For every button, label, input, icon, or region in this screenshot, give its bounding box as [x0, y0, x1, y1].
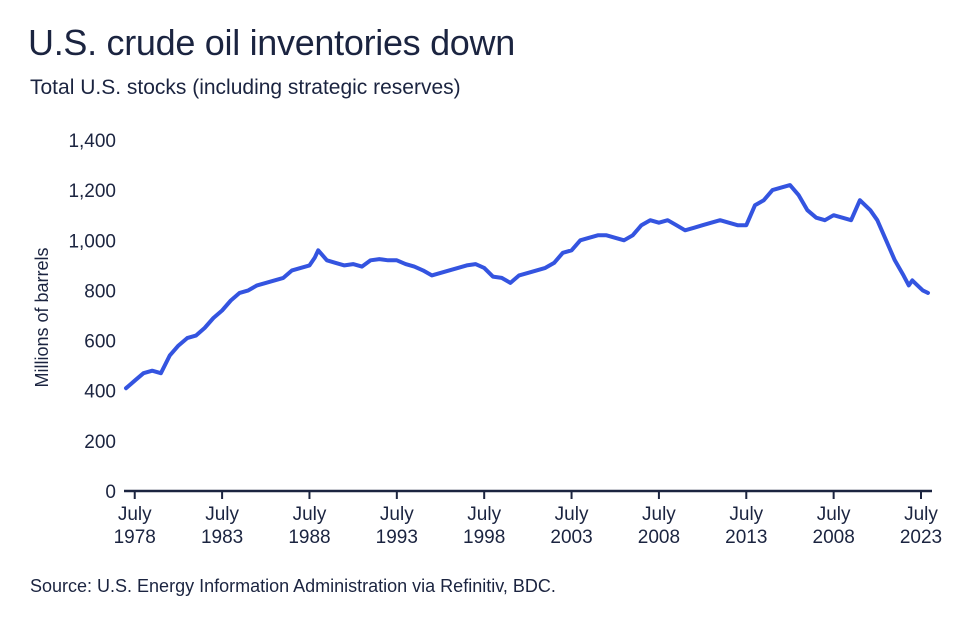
x-tick-label-year: 1993 — [376, 527, 418, 548]
x-tick-label-month: July — [118, 504, 152, 525]
x-tick-label-month: July — [904, 504, 938, 525]
x-tick-label-month: July — [205, 504, 239, 525]
y-tick-label: 1,400 — [68, 131, 116, 152]
y-tick-label: 1,200 — [68, 181, 116, 202]
x-tick-label-year: 1998 — [463, 527, 505, 548]
source-note: Source: U.S. Energy Information Administ… — [30, 576, 556, 596]
x-tick-label-month: July — [642, 504, 676, 525]
x-tick-label-month: July — [555, 504, 589, 525]
x-tick-label-year: 2023 — [900, 527, 942, 548]
x-tick-label-month: July — [817, 504, 851, 525]
x-tick-label-year: 2013 — [725, 527, 767, 548]
y-axis-title: Millions of barrels — [32, 247, 52, 387]
y-tick-label: 200 — [84, 432, 116, 453]
y-tick-label: 0 — [105, 482, 116, 503]
chart-title: U.S. crude oil inventories down — [28, 22, 515, 63]
x-tick-label-month: July — [729, 504, 763, 525]
y-tick-label: 1,000 — [68, 231, 116, 252]
x-tick-label-year: 1988 — [288, 527, 330, 548]
x-tick-label-year: 1978 — [114, 527, 156, 548]
series-line — [124, 183, 930, 391]
x-tick-label-year: 1983 — [201, 527, 243, 548]
x-tick-label-month: July — [467, 504, 501, 525]
x-tick-label-month: July — [380, 504, 414, 525]
chart-subtitle: Total U.S. stocks (including strategic r… — [30, 76, 461, 99]
y-tick-label: 800 — [84, 281, 116, 302]
x-tick-label-year: 2003 — [550, 527, 592, 548]
x-tick-label-year: 2008 — [813, 527, 855, 548]
x-tick-label-year: 2008 — [638, 527, 680, 548]
y-tick-label: 600 — [84, 332, 116, 353]
x-tick-label-month: July — [293, 504, 327, 525]
y-tick-label: 400 — [84, 382, 116, 403]
